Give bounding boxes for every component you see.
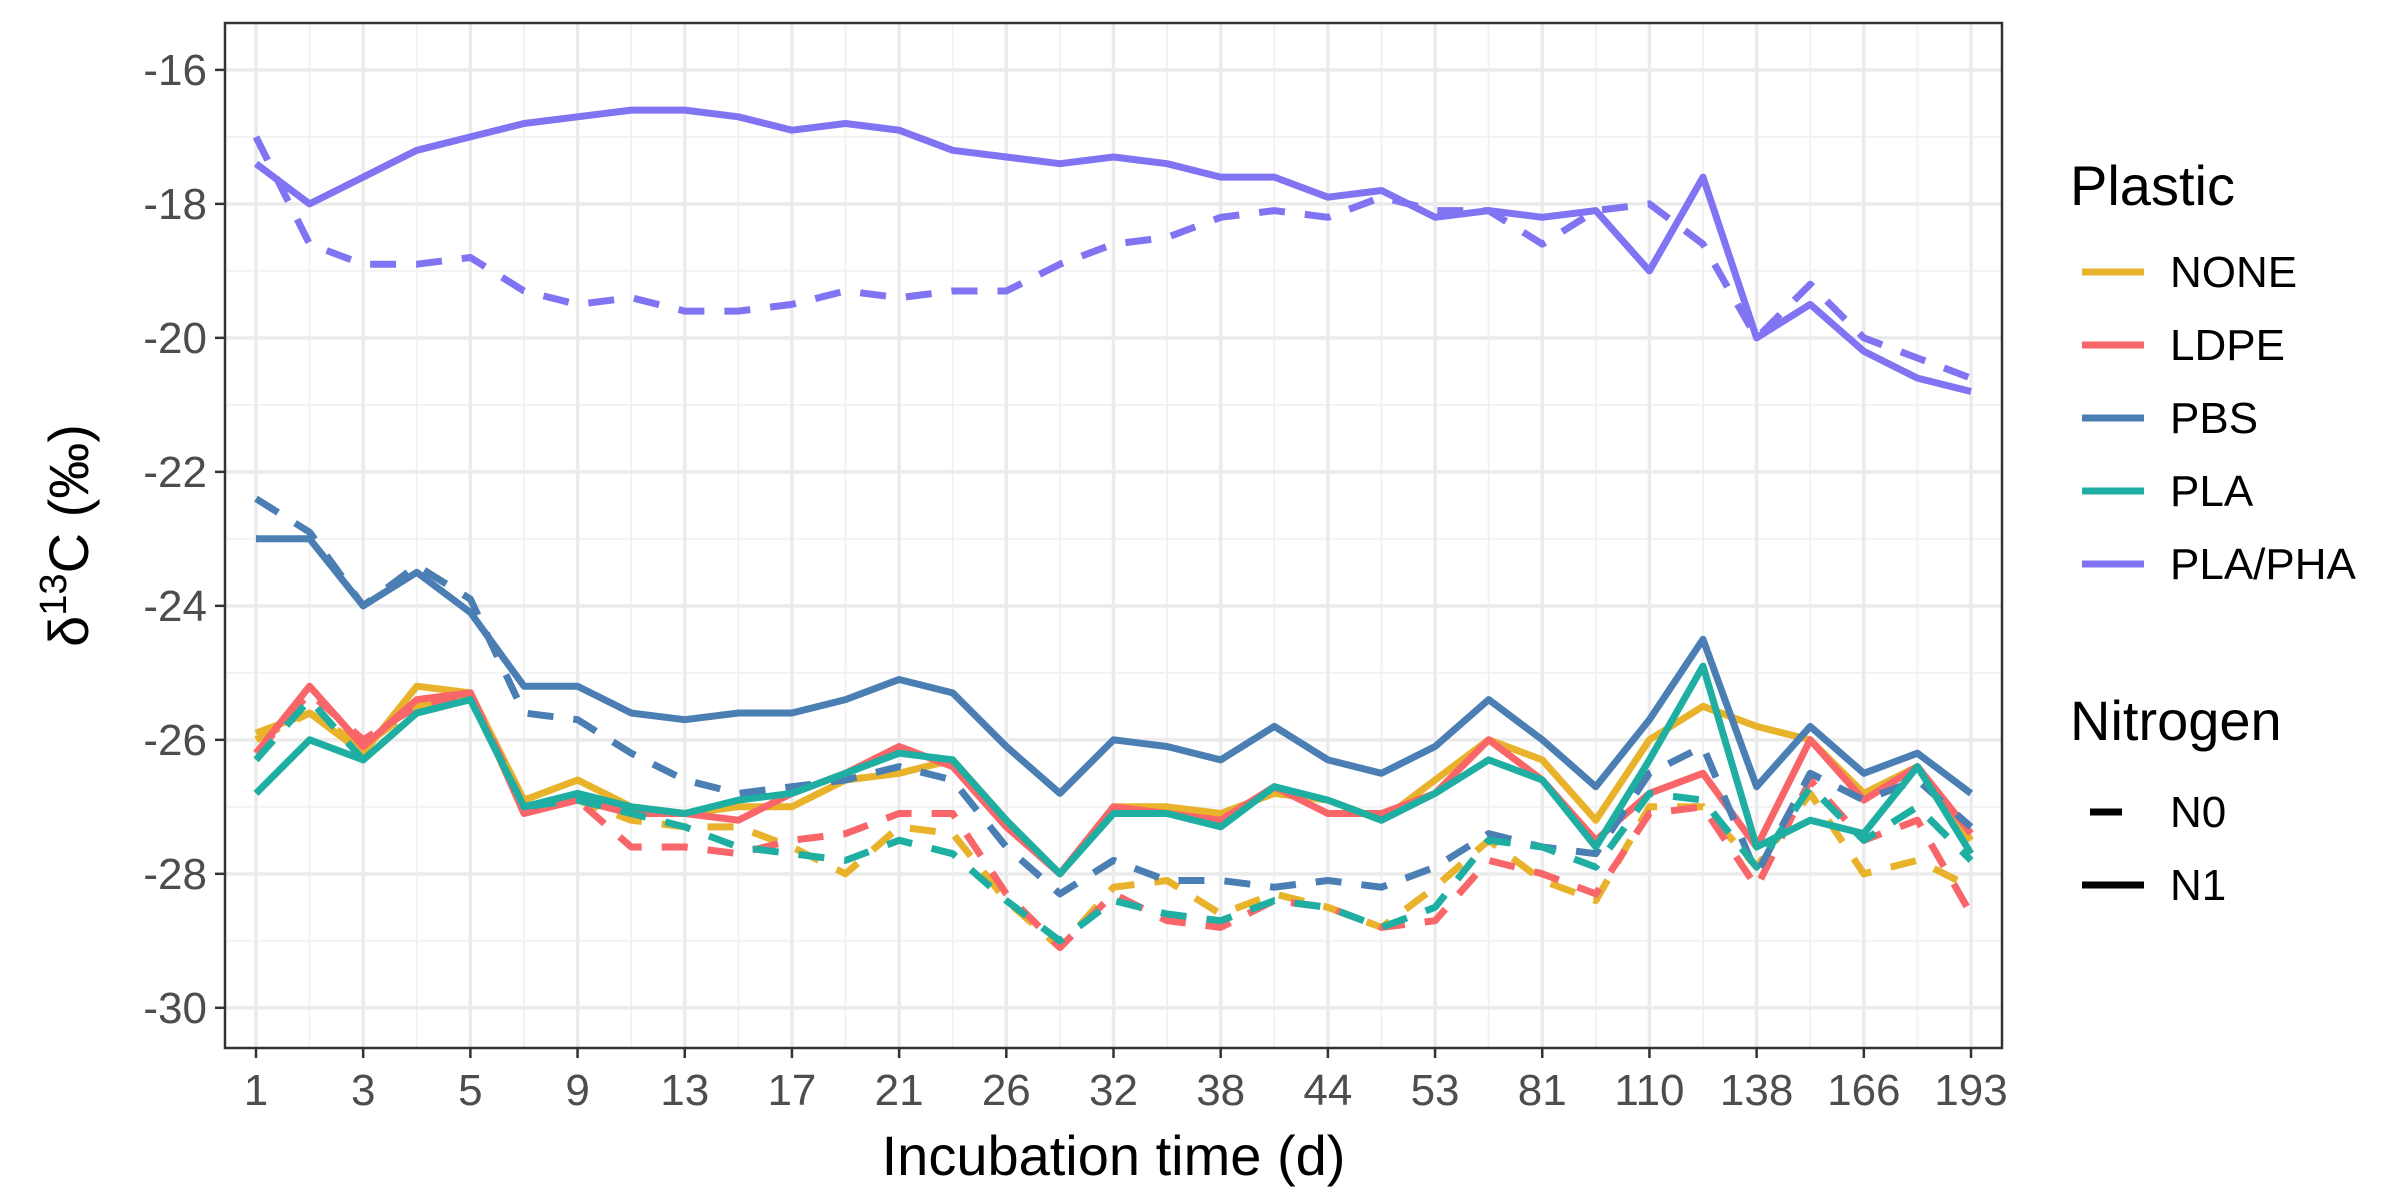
x-tick-label: 32 [1089,1066,1138,1115]
series-line-pla-pha-n0 [252,135,1973,382]
legend-plastic-items: NONE LDPE PBS PLA PLA/PHA [2082,248,2357,589]
x-tick-label: 138 [1720,1066,1793,1115]
x-tick-label: 193 [1934,1066,2007,1115]
legend-nitrogen-title: Nitrogen [2070,689,2282,752]
y-tick-label: -20 [143,314,207,363]
legend-label-pla-pha: PLA/PHA [2170,540,2357,589]
legend-plastic-title: Plastic [2070,154,2235,217]
x-tick-label: 17 [767,1066,816,1115]
series-line-pbs-n1 [256,535,1974,797]
legend-label-ldpe: LDPE [2170,321,2285,370]
x-tick-label: 1 [244,1066,268,1115]
y-axis: -30 -28 -26 -24 -22 -20 -18 -16 [143,46,225,1033]
legend-label-pla: PLA [2170,467,2254,516]
y-axis-title-superscript: 13 [33,573,75,615]
y-tick-label: -30 [143,984,207,1033]
y-axis-title-suffix: C (‰) [37,424,100,573]
series-line-pla-pha-n1 [253,106,1972,395]
x-tick-label: 44 [1303,1066,1352,1115]
x-tick-label: 38 [1196,1066,1245,1115]
x-tick-label: 21 [875,1066,924,1115]
y-axis-title: δ13C (‰) [33,424,100,647]
y-axis-title-prefix: δ [37,616,100,647]
series-line-pla-n1 [253,662,1974,878]
y-tick-label: -22 [143,448,207,497]
series-line-ldpe-n1 [253,682,1974,878]
y-tick-label: -26 [143,716,207,765]
x-tick-label: 5 [458,1066,482,1115]
y-tick-label: -16 [143,46,207,95]
x-tick-label: 81 [1518,1066,1567,1115]
x-axis-title: Incubation time (d) [882,1124,1346,1187]
series-line-pbs-n0 [254,495,1974,898]
grid [225,23,2002,1048]
legend-label-n1: N1 [2170,861,2226,910]
legend-label-none: NONE [2170,248,2297,297]
legend-label-n0: N0 [2170,788,2226,837]
x-tick-label: 13 [660,1066,709,1115]
legend-label-pbs: PBS [2170,394,2258,443]
x-tick-label: 26 [982,1066,1031,1115]
x-tick-label: 166 [1827,1066,1900,1115]
x-tick-label: 110 [1614,1066,1684,1115]
x-axis: 1 3 5 9 13 17 21 26 32 38 44 53 81 110 138 166 193 [244,1048,2008,1115]
y-tick-label: -18 [143,180,207,229]
y-tick-label: -28 [143,850,207,899]
legend: Plastic NONE LDPE PBS PLA PLA/PHA Nitrogen N… [2070,154,2357,910]
y-tick-label: -24 [143,582,207,631]
x-tick-label: 53 [1411,1066,1460,1115]
data-lines [252,106,1975,951]
x-tick-label: 3 [351,1066,375,1115]
x-tick-label: 9 [565,1066,589,1115]
